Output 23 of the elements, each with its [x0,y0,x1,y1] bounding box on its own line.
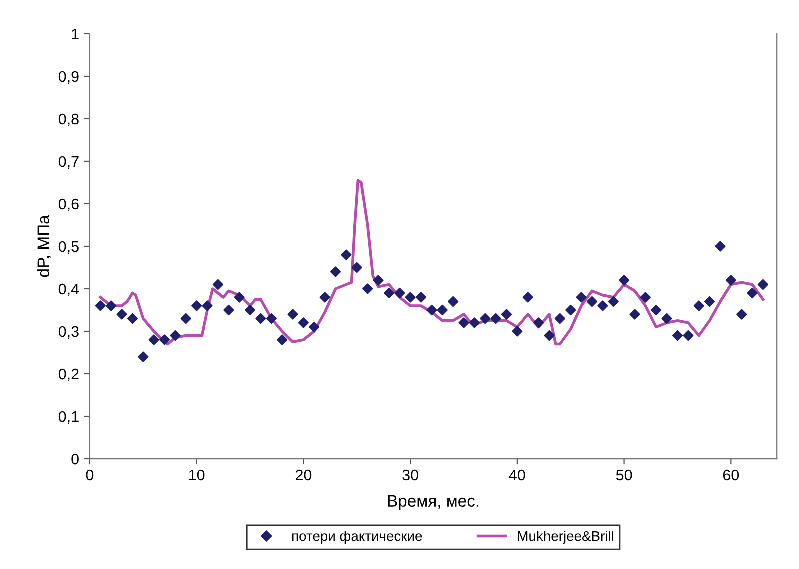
x-tick-label: 30 [402,470,418,481]
x-tick-label: 40 [509,470,526,481]
x-tick-label: 0 [86,470,94,481]
legend-label: потери фактические [292,531,422,544]
x-tick-label: 10 [190,470,205,481]
y-tick-label: 0,2 [58,368,79,382]
line-series [99,179,765,346]
y-tick-label: 0,9 [58,71,79,84]
y-tick-label: 0,3 [58,326,79,339]
y-tick-label: 0,1 [58,411,79,424]
y-tick-label: 1 [72,28,79,40]
x-axis-title: Время, мес. [388,495,479,510]
y-tick-label: 0,4 [58,284,80,296]
y-tick-label: 0,6 [58,198,79,212]
y-tick-label: 0 [72,454,79,465]
x-tick-label: 60 [723,470,740,481]
y-tick-label: 0,5 [58,241,79,254]
x-tick-label: 50 [616,470,632,481]
legend-label: Mukherjee&Brill [518,531,614,544]
y-tick-label: 0,7 [58,156,79,169]
y-tick-label: 0,8 [58,114,79,126]
x-tick-label: 20 [296,470,312,481]
y-axis-title: dP, МПа [37,215,52,278]
